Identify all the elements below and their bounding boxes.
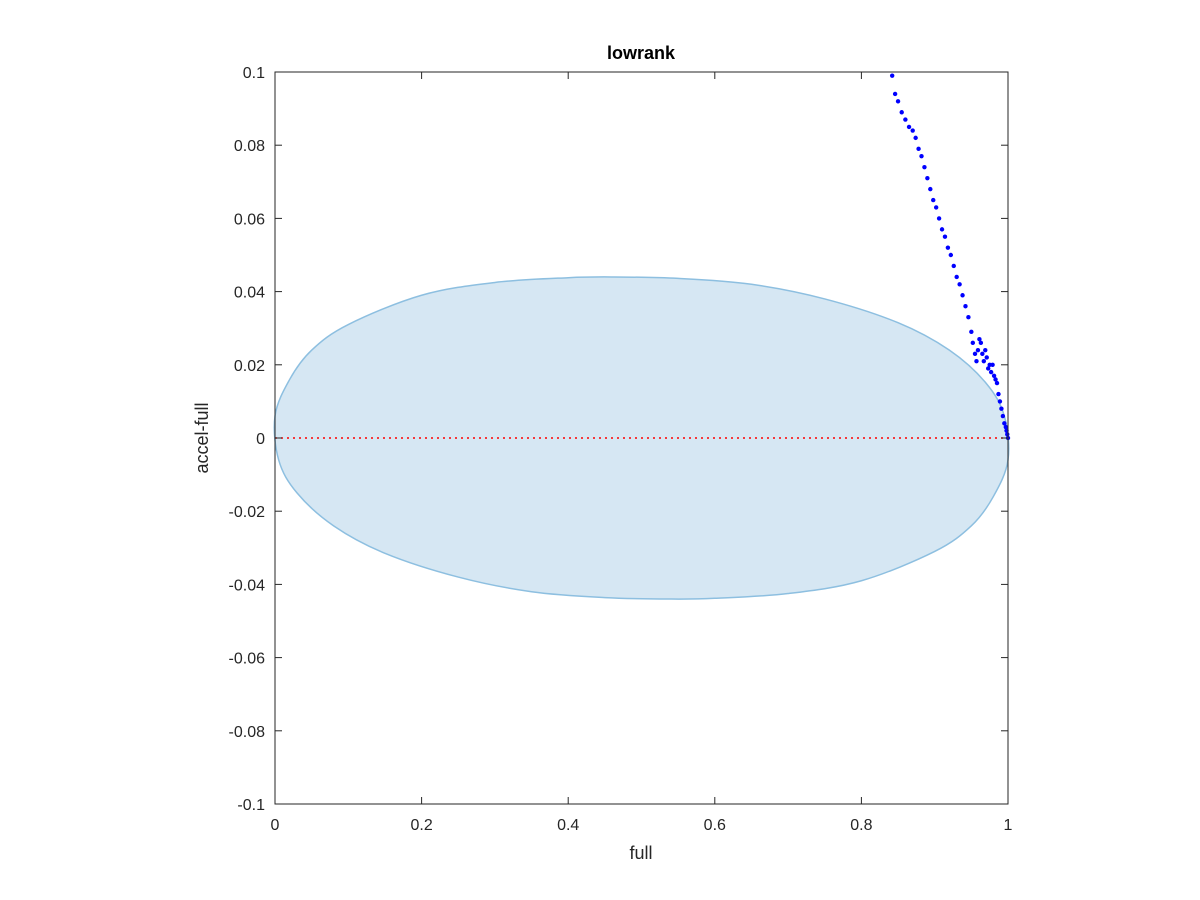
data-point xyxy=(981,358,987,364)
x-axis-label: full xyxy=(629,843,652,863)
data-point xyxy=(990,362,995,367)
y-tick-label: 0.04 xyxy=(234,285,265,302)
plot-area xyxy=(273,73,1011,600)
y-axis-label: accel-full xyxy=(192,402,212,473)
data-point xyxy=(910,128,915,133)
data-point xyxy=(975,347,981,353)
data-point xyxy=(963,304,968,309)
data-point xyxy=(931,197,936,203)
data-point xyxy=(936,216,942,221)
data-point xyxy=(954,274,959,280)
data-point xyxy=(945,245,951,250)
data-point xyxy=(928,186,933,192)
y-tick-label: -0.1 xyxy=(237,797,265,814)
data-point xyxy=(984,355,989,360)
y-tick-label: 0.1 xyxy=(243,65,265,82)
data-point xyxy=(913,135,918,141)
x-tick-label: 0.4 xyxy=(557,817,579,834)
data-point xyxy=(916,146,921,152)
data-point xyxy=(974,358,979,364)
y-tick-label: -0.06 xyxy=(229,651,266,668)
y-tick-label: -0.08 xyxy=(229,724,266,741)
data-point xyxy=(969,329,974,335)
data-point xyxy=(899,110,904,115)
data-point xyxy=(994,380,1000,386)
data-point xyxy=(957,282,962,287)
data-point xyxy=(993,377,998,382)
data-point xyxy=(983,347,988,353)
data-point xyxy=(1005,432,1010,437)
data-point xyxy=(978,340,984,346)
x-tick-label: 0.6 xyxy=(704,817,726,834)
y-tick-label: -0.02 xyxy=(229,504,266,521)
data-point xyxy=(1003,424,1009,430)
data-point xyxy=(933,205,939,210)
data-point xyxy=(951,263,956,269)
data-point xyxy=(942,234,948,239)
data-point xyxy=(889,73,895,78)
data-point xyxy=(996,391,1001,397)
data-point xyxy=(991,373,997,378)
data-point xyxy=(980,351,985,357)
data-point xyxy=(922,164,927,170)
y-tick-label: -0.04 xyxy=(229,577,266,594)
data-point xyxy=(972,351,978,357)
x-tick-label: 0.8 xyxy=(850,817,872,834)
x-tick-label: 0.2 xyxy=(410,817,432,834)
data-point xyxy=(988,369,994,375)
data-point xyxy=(997,399,1003,404)
data-point xyxy=(919,153,924,159)
data-point xyxy=(1000,413,1006,419)
data-point xyxy=(906,124,912,130)
data-point xyxy=(1002,421,1007,426)
data-point xyxy=(895,99,901,104)
data-point xyxy=(939,227,945,232)
data-point xyxy=(960,293,965,298)
data-point xyxy=(948,252,954,258)
chart-title: lowrank xyxy=(607,43,676,63)
y-tick-label: 0.08 xyxy=(234,138,265,155)
axis-ticks: 0 0.2 0.4 0.6 0.8 1 -0.1 -0.08 -0.06 -0.04 -0.02 0 0… xyxy=(229,65,1013,834)
y-tick-label: 0.06 xyxy=(234,211,265,228)
x-tick-label: 0 xyxy=(271,817,280,834)
y-tick-label: 0 xyxy=(256,431,265,448)
data-point xyxy=(977,336,982,342)
data-point xyxy=(892,91,898,97)
y-tick-label: 0.02 xyxy=(234,358,265,375)
data-point xyxy=(999,406,1004,411)
data-point xyxy=(925,175,930,181)
data-point xyxy=(903,117,908,122)
data-point xyxy=(986,366,991,371)
data-point xyxy=(970,340,976,346)
data-point xyxy=(966,315,971,320)
x-tick-label: 1 xyxy=(1004,817,1013,834)
